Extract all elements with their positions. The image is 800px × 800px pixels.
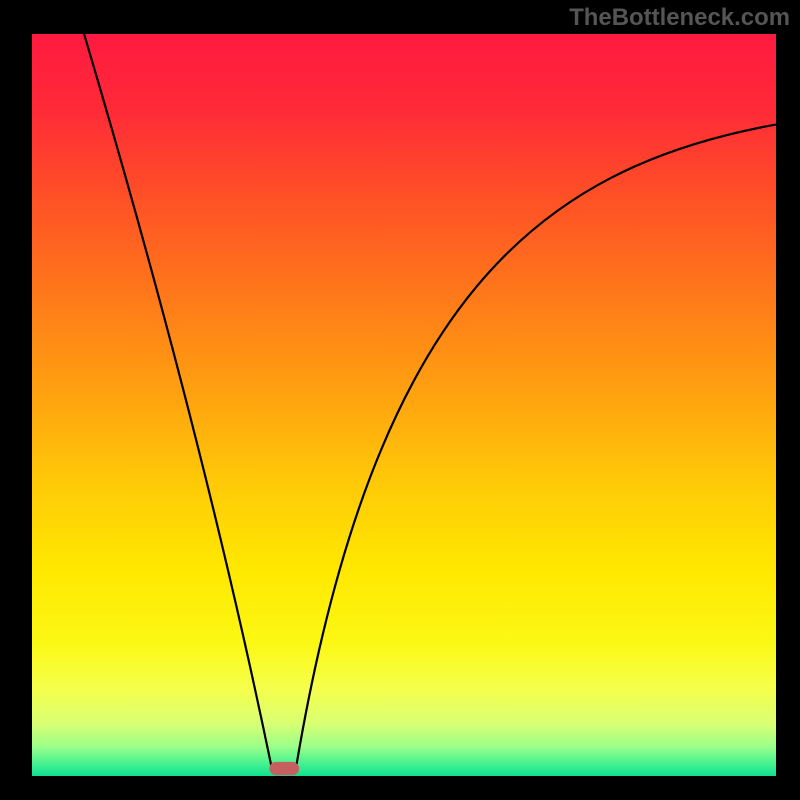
chart-container: { "watermark": { "text": "TheBottleneck.… [0, 0, 800, 800]
plot-area [32, 34, 776, 776]
bottleneck-curve-right [296, 125, 776, 768]
watermark-text: TheBottleneck.com [569, 4, 790, 32]
sweet-spot-marker [269, 762, 299, 775]
curve-layer [32, 34, 776, 776]
bottleneck-curve-left [84, 34, 271, 767]
